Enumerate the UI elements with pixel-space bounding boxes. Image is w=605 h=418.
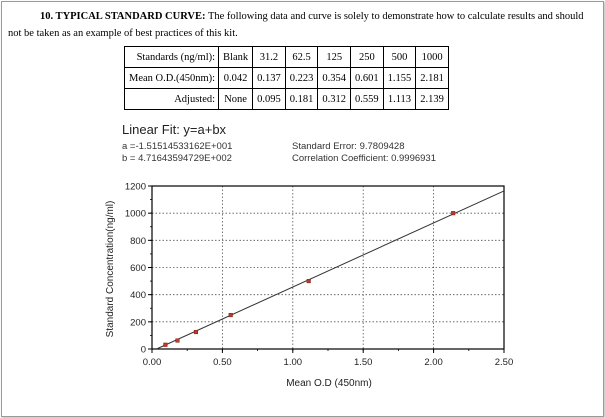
table-row: Adjusted: None 0.095 0.181 0.312 0.559 1.113 2.…: [123, 88, 449, 110]
y-tick-label: 600: [130, 263, 146, 274]
fit-line: [156, 190, 505, 350]
x-tick-label: 0.00: [143, 357, 162, 368]
fit-std-error: Standard Error: 9.7809428: [292, 141, 405, 152]
x-tick-label: 0.50: [213, 357, 232, 368]
y-tick-label: 800: [130, 236, 146, 247]
data-point: [163, 342, 168, 347]
x-tick-label: 2.00: [424, 357, 443, 368]
section-text: The following data and curve is solely t…: [8, 11, 584, 39]
y-tick-label: 1000: [125, 209, 146, 220]
table-row: Mean O.D.(450nm): 0.042 0.137 0.223 0.354 0.6…: [123, 67, 449, 89]
data-point: [193, 329, 198, 335]
table-cell: None: [218, 88, 254, 110]
x-axis-label: Mean O.D (450nm): [286, 378, 372, 389]
data-point: [451, 211, 456, 216]
standards-table: Standards (ng/ml): Blank 31.2 62.5 125 250 500…: [123, 46, 449, 110]
fit-coef-b: b = 4.71643594729E+002: [122, 153, 232, 164]
data-point: [228, 312, 233, 318]
y-tick-label: 0: [141, 345, 146, 356]
fit-correlation: Correlation Coefficient: 0.9996931: [292, 153, 437, 164]
fit-coef-a: a =-1.51514533162E+001: [122, 141, 233, 152]
fit-title: Linear Fit: y=a+bx: [122, 122, 227, 137]
row-header: Adjusted:: [123, 88, 220, 110]
table-cell: 0.095: [252, 88, 286, 110]
y-tick-label: 1200: [125, 182, 146, 193]
data-point: [175, 338, 180, 343]
section-intro: 10. TYPICAL STANDARD CURVE: The followin…: [8, 8, 598, 42]
x-tick-label: 1.00: [284, 357, 303, 368]
table-cell: 2.139: [415, 88, 449, 110]
y-tick-label: 200: [130, 317, 146, 328]
y-tick-label: 400: [130, 290, 146, 301]
x-tick-label: 1.50: [354, 357, 373, 368]
table-cell: 0.559: [350, 88, 384, 110]
y-axis-label: Standard Concentration(ng/ml): [105, 201, 116, 338]
section-heading: 10. TYPICAL STANDARD CURVE:: [40, 11, 206, 22]
data-point: [306, 279, 311, 284]
x-tick-label: 2.50: [495, 357, 514, 368]
